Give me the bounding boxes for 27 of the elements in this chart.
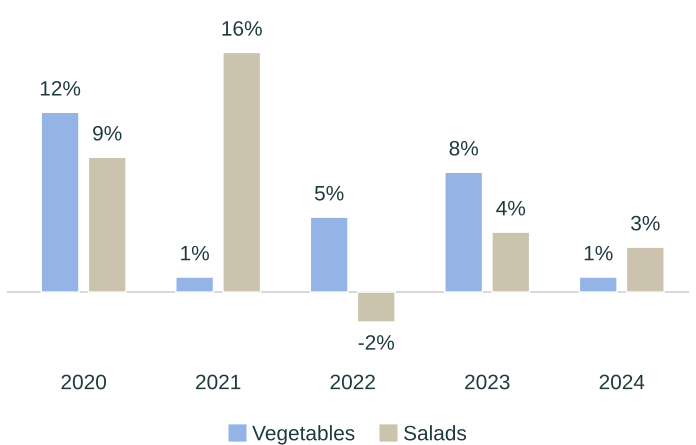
bar — [88, 156, 127, 293]
bar — [310, 216, 349, 293]
bar — [356, 291, 396, 323]
data-label: 8% — [450, 140, 478, 156]
legend-label: Vegetables — [252, 425, 354, 445]
x-tick-label: 2024 — [600, 374, 644, 390]
bar — [491, 231, 530, 293]
data-label: 3% — [631, 216, 660, 231]
data-label: 12% — [40, 80, 80, 96]
data-label: 16% — [222, 21, 262, 36]
data-label: 4% — [496, 200, 526, 216]
bar — [222, 52, 262, 293]
bar — [40, 112, 80, 293]
x-tick-label: 2020 — [62, 374, 106, 390]
bar — [444, 172, 484, 293]
x-tick-label: 2022 — [330, 374, 375, 390]
bar — [175, 276, 214, 293]
data-label: 1% — [584, 246, 613, 260]
data-label: 9% — [93, 126, 122, 141]
data-label: 1% — [181, 246, 209, 260]
bar — [626, 246, 665, 293]
x-tick-label: 2021 — [196, 374, 240, 390]
legend-label: Salads — [404, 425, 466, 440]
bar — [578, 276, 618, 293]
data-label: -2% — [358, 335, 394, 350]
data-label: 5% — [314, 186, 344, 201]
x-tick-label: 2023 — [465, 374, 510, 390]
